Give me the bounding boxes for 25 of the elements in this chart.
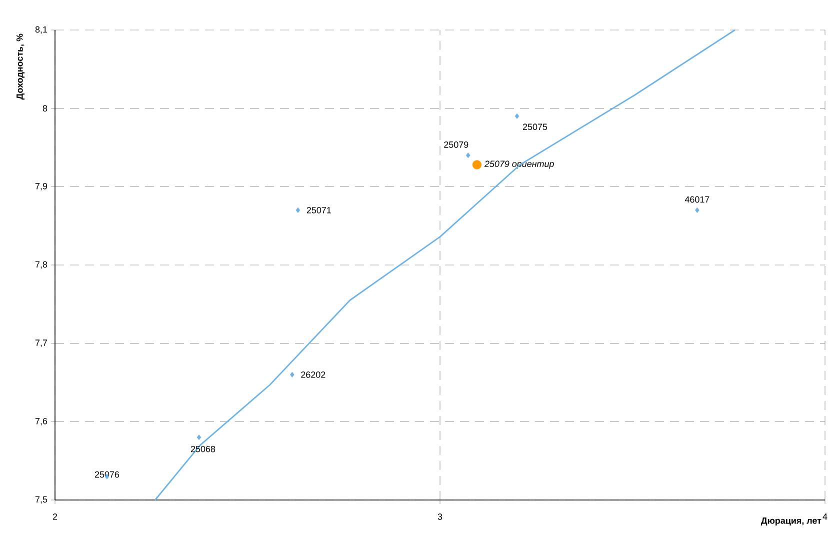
point <box>290 372 294 378</box>
line-series <box>154 29 736 501</box>
y-tick-label: 7,5 <box>35 496 48 504</box>
x-tick-label: 3 <box>438 514 442 520</box>
y-axis-title: Доходность, % <box>16 34 25 100</box>
x-tick-label: 2 <box>52 514 58 520</box>
y-tick-label: 8 <box>42 105 48 112</box>
x-tick-label: 4 <box>822 514 828 520</box>
point <box>466 152 470 158</box>
annotation: 25071 <box>306 206 331 214</box>
y-tick-label: 7,6 <box>35 418 48 426</box>
point <box>296 207 300 213</box>
y-tick-label: 7,9 <box>35 182 48 190</box>
point <box>514 113 520 119</box>
annotation: 26202 <box>301 371 326 378</box>
annotation: 25079 <box>444 141 468 148</box>
y-tick-label: 7,7 <box>35 340 48 347</box>
point <box>196 434 202 440</box>
y-tick-label: 8,1 <box>35 26 48 34</box>
y-tick-label: 7,8 <box>35 261 48 269</box>
x-axis-title: Дюрация, лет <box>760 518 822 526</box>
point <box>472 160 482 170</box>
point <box>695 207 700 213</box>
annotation: 25075 <box>522 124 548 130</box>
annotation: 46017 <box>684 196 710 203</box>
